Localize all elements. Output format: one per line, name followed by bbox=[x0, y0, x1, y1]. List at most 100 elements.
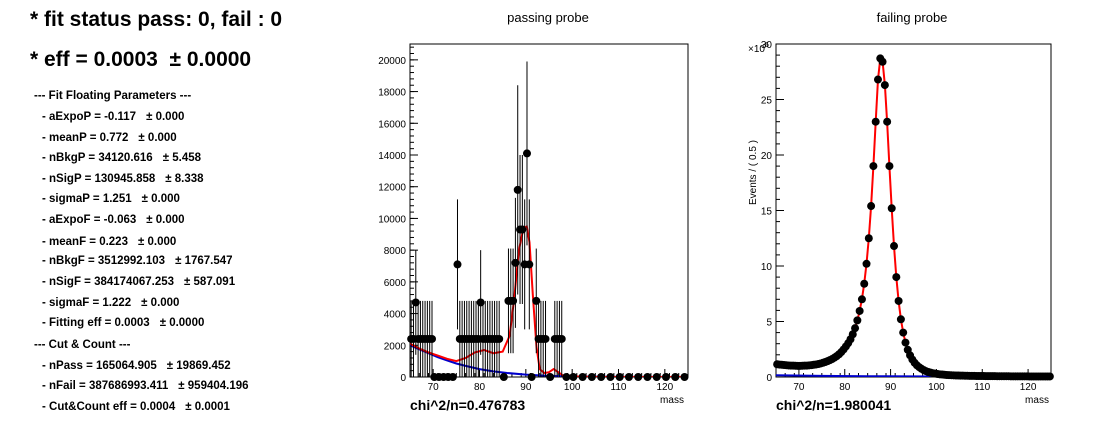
data-point bbox=[680, 373, 689, 381]
efficiency-value: * eff = 0.0003 bbox=[30, 48, 158, 71]
param-error: ± 587.091 bbox=[184, 276, 236, 288]
data-point bbox=[899, 328, 908, 337]
x-tick-label: 100 bbox=[928, 382, 945, 393]
y-tick-label: 2000 bbox=[384, 341, 407, 352]
cutcount-error: ± 19869.452 bbox=[166, 360, 231, 372]
data-point bbox=[1045, 372, 1054, 381]
data-point bbox=[878, 57, 887, 66]
data-point bbox=[880, 81, 889, 90]
data-point bbox=[587, 373, 596, 381]
param-row: - aExpoP = -0.117 ± 0.000 bbox=[42, 111, 184, 123]
x-axis-label: mass bbox=[1025, 395, 1049, 406]
data-point bbox=[634, 373, 643, 381]
data-point bbox=[862, 259, 871, 268]
y-tick-label: 12000 bbox=[378, 183, 406, 194]
y-tick-label: 30 bbox=[761, 40, 773, 51]
data-point bbox=[624, 373, 633, 381]
y-tick-label: 5 bbox=[766, 318, 772, 329]
param-row: - nSigP = 130945.858 ± 8.338 bbox=[42, 173, 204, 185]
param-error: ± 1767.547 bbox=[175, 255, 233, 267]
cutcount-error: ± 0.0001 bbox=[185, 401, 230, 413]
x-tick-label: 70 bbox=[793, 382, 805, 393]
param-label: - meanF = 0.223 bbox=[42, 236, 128, 248]
param-row: - meanF = 0.223 ± 0.000 bbox=[42, 236, 176, 248]
data-point bbox=[643, 373, 652, 381]
param-label: - aExpoP = -0.117 bbox=[42, 111, 137, 123]
y-tick-label: 15 bbox=[761, 207, 773, 218]
data-point bbox=[525, 260, 534, 269]
data-point bbox=[848, 330, 857, 339]
param-label: - nSigP = 130945.858 bbox=[42, 173, 156, 185]
param-row: - Fitting eff = 0.0003 ± 0.0000 bbox=[42, 317, 204, 329]
x-tick-label: 90 bbox=[520, 382, 532, 393]
y-tick-label: 6000 bbox=[384, 278, 407, 289]
param-label: - meanP = 0.772 bbox=[42, 132, 129, 144]
data-point bbox=[871, 117, 880, 126]
data-point bbox=[578, 373, 587, 381]
data-point bbox=[661, 373, 670, 381]
data-point bbox=[860, 279, 869, 288]
y-tick-label: 14000 bbox=[378, 151, 406, 162]
cutcount-label: - nFail = 387686993.411 bbox=[42, 380, 169, 392]
x-tick-label: 80 bbox=[474, 382, 486, 393]
x-tick-label: 70 bbox=[428, 382, 440, 393]
data-point bbox=[892, 273, 901, 282]
x-tick-label: 120 bbox=[1020, 382, 1037, 393]
param-row: - sigmaP = 1.251 ± 0.000 bbox=[42, 193, 180, 205]
y-multiplier: ×106 bbox=[748, 42, 769, 55]
param-row: - aExpoF = -0.063 ± 0.000 bbox=[42, 214, 185, 226]
signal-fit-curve bbox=[776, 55, 1050, 377]
plot-frame bbox=[775, 43, 1052, 378]
x-tick-label: 90 bbox=[885, 382, 897, 393]
data-point bbox=[864, 234, 873, 243]
x-tick-label: 100 bbox=[564, 382, 581, 393]
param-row: - meanP = 0.772 ± 0.000 bbox=[42, 132, 177, 144]
param-error: ± 8.338 bbox=[165, 173, 204, 185]
cutcount-label: - nPass = 165064.905 bbox=[42, 360, 157, 372]
cutcount-label: - Cut&Count eff = 0.0004 bbox=[42, 401, 176, 413]
data-point bbox=[867, 202, 876, 211]
cutcount-row: - nFail = 387686993.411 ± 959404.196 bbox=[42, 380, 249, 392]
x-tick-label: 110 bbox=[611, 382, 627, 393]
data-point bbox=[855, 306, 864, 315]
data-point bbox=[671, 373, 680, 381]
data-point bbox=[857, 295, 866, 304]
x-tick-label: 80 bbox=[839, 382, 851, 393]
data-point bbox=[597, 373, 606, 381]
y-axis-label: Events / ( 0.5 ) bbox=[748, 140, 759, 205]
param-error: ± 0.000 bbox=[141, 297, 180, 309]
data-point bbox=[562, 373, 571, 381]
x-tick-label: 110 bbox=[974, 382, 990, 393]
signal-fit-curve bbox=[410, 224, 688, 377]
data-point bbox=[901, 338, 910, 347]
data-point bbox=[873, 75, 882, 84]
data-point bbox=[495, 334, 504, 343]
param-error: ± 5.458 bbox=[162, 152, 202, 164]
param-error: ± 0.0000 bbox=[159, 317, 205, 329]
y-tick-label: 25 bbox=[761, 96, 773, 107]
data-point bbox=[541, 334, 550, 343]
data-point bbox=[569, 373, 578, 381]
param-error: ± 0.000 bbox=[146, 214, 185, 226]
param-label: - sigmaP = 1.251 bbox=[42, 193, 132, 205]
data-point bbox=[869, 162, 878, 171]
y-tick-label: 8000 bbox=[384, 246, 407, 257]
param-row: - nBkgP = 34120.616 ± 5.458 bbox=[42, 152, 201, 164]
param-error: ± 0.000 bbox=[141, 193, 180, 205]
y-tick-label: 0 bbox=[400, 373, 406, 384]
data-point bbox=[890, 242, 899, 251]
param-label: - Fitting eff = 0.0003 bbox=[42, 317, 150, 329]
data-point bbox=[527, 373, 536, 381]
param-label: - nBkgF = 3512992.103 bbox=[42, 255, 166, 267]
chi2-annotation: chi^2/n=0.476783 bbox=[410, 397, 525, 413]
y-tick-label: 10 bbox=[761, 262, 773, 273]
y-tick-label: 4000 bbox=[384, 310, 407, 321]
plot-title: failing probe bbox=[877, 10, 948, 25]
plot-frame bbox=[409, 43, 689, 378]
data-point bbox=[885, 162, 894, 171]
data-point bbox=[606, 373, 615, 381]
data-point bbox=[453, 260, 462, 269]
param-label: - nBkgP = 34120.616 bbox=[42, 152, 153, 164]
plot-title: passing probe bbox=[507, 10, 589, 25]
cutcount-row: - Cut&Count eff = 0.0004 ± 0.0001 bbox=[42, 401, 230, 413]
